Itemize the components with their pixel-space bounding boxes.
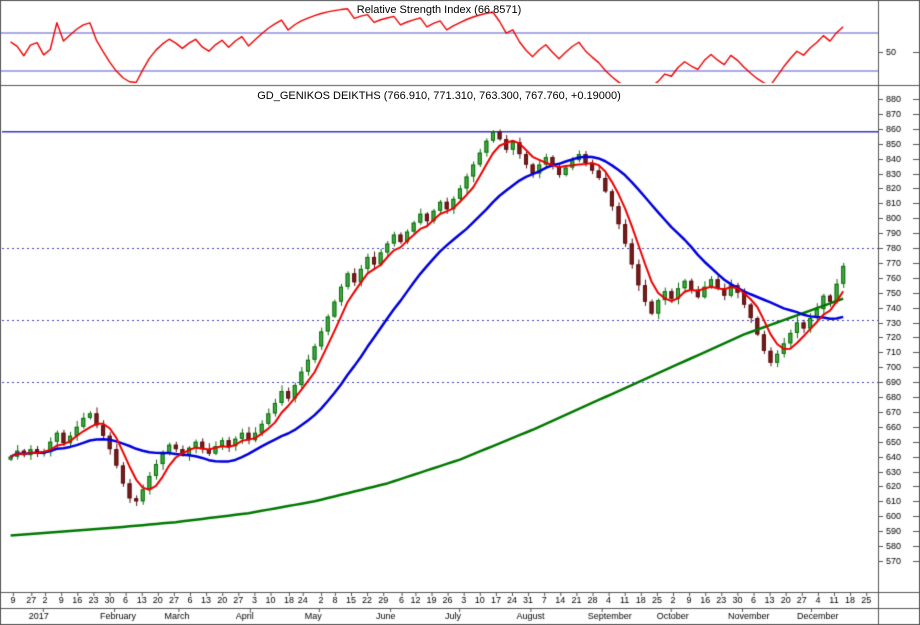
chart-canvas [0,0,920,625]
chart-window: Relative Strength Index (66.8571) GD_GEN… [0,0,920,625]
